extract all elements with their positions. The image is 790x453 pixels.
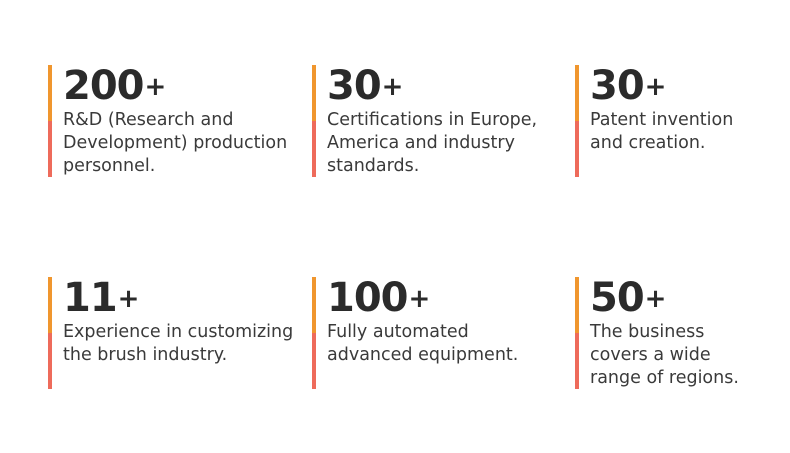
stat-rd-personnel: 200+ R&D (Research and Development) prod… bbox=[48, 65, 313, 178]
plus-sign: + bbox=[144, 72, 167, 102]
stat-certifications: 30+ Certifications in Europe, America an… bbox=[312, 65, 577, 178]
stat-equipment: 100+ Fully automated advanced equipment. bbox=[312, 275, 577, 389]
stat-description: Certifications in Europe, America and in… bbox=[327, 110, 538, 176]
stat-number: 30+ bbox=[327, 63, 404, 109]
plus-sign: + bbox=[408, 284, 431, 314]
stat-number: 200+ bbox=[63, 63, 167, 109]
plus-sign: + bbox=[644, 284, 667, 314]
stat-description: R&D (Research and Development) productio… bbox=[63, 110, 288, 176]
stat-number: 11+ bbox=[63, 275, 140, 321]
stat-number: 100+ bbox=[327, 275, 431, 321]
plus-sign: + bbox=[644, 72, 667, 102]
plus-sign: + bbox=[117, 284, 140, 314]
plus-sign: + bbox=[381, 72, 404, 102]
stat-regions: 50+ The business covers a wide range of … bbox=[575, 277, 790, 390]
stat-number: 50+ bbox=[590, 275, 667, 321]
accent-bar bbox=[312, 65, 316, 177]
stat-patents: 30+ Patent invention and creation. bbox=[575, 63, 790, 177]
accent-bar bbox=[48, 65, 52, 177]
stat-description: Patent invention and creation. bbox=[590, 110, 734, 153]
accent-bar bbox=[575, 277, 579, 389]
accent-bar bbox=[575, 65, 579, 177]
stat-number: 30+ bbox=[590, 63, 667, 109]
stat-experience: 11+ Experience in customizing the brush … bbox=[48, 275, 313, 389]
stat-description: The business covers a wide range of regi… bbox=[590, 322, 739, 388]
stat-description: Experience in customizing the brush indu… bbox=[63, 322, 294, 365]
accent-bar bbox=[312, 277, 316, 389]
accent-bar bbox=[48, 277, 52, 389]
stat-description: Fully automated advanced equipment. bbox=[327, 322, 519, 365]
